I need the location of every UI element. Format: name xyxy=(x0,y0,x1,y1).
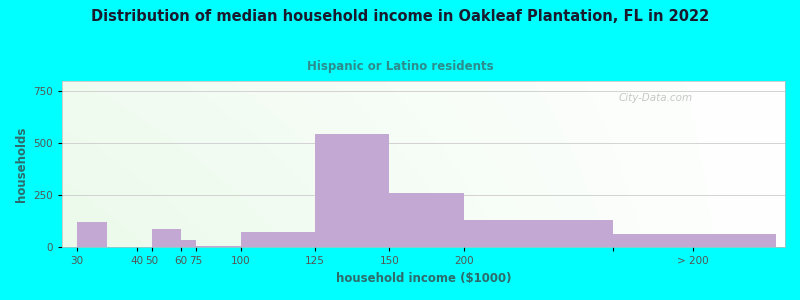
Y-axis label: households: households xyxy=(15,127,28,202)
Text: City-Data.com: City-Data.com xyxy=(618,93,693,103)
Bar xyxy=(390,193,464,248)
Text: Hispanic or Latino residents: Hispanic or Latino residents xyxy=(306,60,494,73)
X-axis label: household income ($1000): household income ($1000) xyxy=(336,272,511,285)
Bar xyxy=(315,134,390,247)
Text: Distribution of median household income in Oakleaf Plantation, FL in 2022: Distribution of median household income … xyxy=(91,9,709,24)
Bar xyxy=(78,223,107,247)
Bar xyxy=(613,234,776,247)
Bar xyxy=(196,246,241,248)
Bar xyxy=(151,229,182,247)
Bar xyxy=(464,220,613,248)
Bar xyxy=(182,240,196,247)
Bar xyxy=(241,232,315,248)
